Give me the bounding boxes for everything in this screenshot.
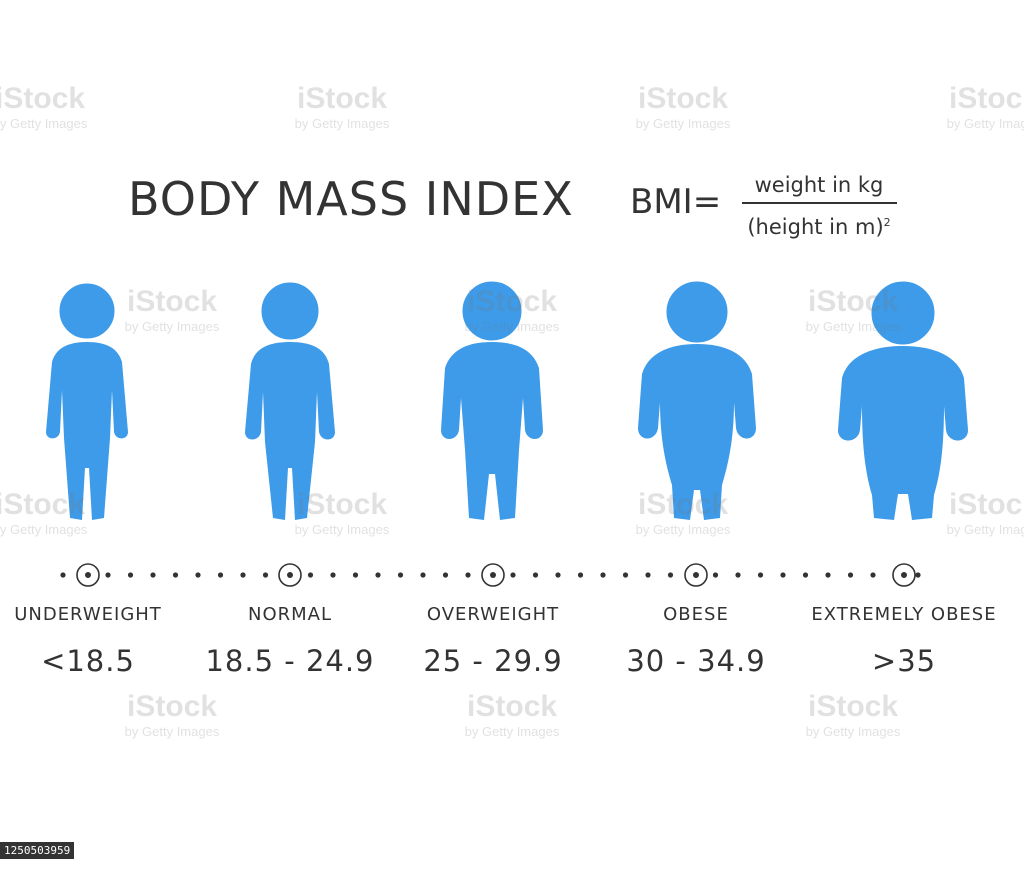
category-range: 30 - 34.9 xyxy=(626,644,766,678)
scale-dot xyxy=(150,572,156,578)
scale-dot xyxy=(510,572,516,578)
scale-dot xyxy=(262,572,269,578)
scale-marker-ring xyxy=(684,563,708,587)
fraction-bar xyxy=(741,202,897,204)
scale-dot xyxy=(375,572,381,578)
scale-dot xyxy=(105,572,111,578)
category-label: OVERWEIGHT xyxy=(426,604,560,625)
scale-dot xyxy=(195,572,201,578)
category-label: NORMAL xyxy=(247,604,332,625)
scale-dot xyxy=(870,572,876,578)
scale-dot xyxy=(172,572,179,578)
overweight-figure-icon xyxy=(441,280,543,520)
scale-marker-dot xyxy=(490,572,496,578)
formula-exponent: 2 xyxy=(883,216,891,229)
obese-figure-icon xyxy=(638,280,756,520)
formula-label: BMI= xyxy=(630,182,722,222)
scale-marker-dot xyxy=(85,572,91,578)
scale-dot xyxy=(735,572,741,578)
scale-marker-ring xyxy=(481,563,505,587)
scale-dot xyxy=(622,572,629,578)
scale-dot xyxy=(532,572,539,578)
category-range: 25 - 29.9 xyxy=(423,644,563,678)
normal-figure-icon xyxy=(245,280,335,520)
scale-dot xyxy=(802,572,809,578)
scale-dot xyxy=(240,572,246,578)
formula-fraction: weight in kg (height in m)2 xyxy=(734,170,904,239)
scale-dot xyxy=(442,572,449,578)
scale-dot xyxy=(60,572,66,578)
body-figures xyxy=(0,280,1024,525)
scale-dot xyxy=(465,572,471,578)
category-underweight: UNDERWEIGHT <18.5 xyxy=(0,604,198,678)
scale-marker-ring xyxy=(278,563,302,587)
category-obese: OBESE 30 - 34.9 xyxy=(586,604,806,678)
scale-dot xyxy=(127,572,134,578)
scale-marker-dot xyxy=(901,572,907,578)
category-label: UNDERWEIGHT xyxy=(14,604,162,625)
category-overweight: OVERWEIGHT 25 - 29.9 xyxy=(383,604,603,678)
scale-dot xyxy=(825,572,831,578)
scale-dot xyxy=(577,572,584,578)
category-normal: NORMAL 18.5 - 24.9 xyxy=(180,604,400,678)
underweight-figure-icon xyxy=(46,280,128,520)
scale-dot xyxy=(645,572,651,578)
scale-marker-dot xyxy=(287,572,293,578)
scale-dot xyxy=(712,572,719,578)
scale-dot xyxy=(915,572,921,578)
scale-dot xyxy=(600,572,606,578)
scale-dot xyxy=(667,572,674,578)
category-label: EXTREMELY OBESE xyxy=(811,604,997,625)
scale-dot xyxy=(420,572,426,578)
category-range: <18.5 xyxy=(41,644,135,678)
scale-dot xyxy=(352,572,359,578)
scale-dot xyxy=(397,572,404,578)
scale-dot xyxy=(555,572,561,578)
scale-dot xyxy=(757,572,764,578)
page-title: BODY MASS INDEX xyxy=(128,172,574,226)
formula-numerator: weight in kg xyxy=(754,173,884,197)
scale-dot xyxy=(330,572,336,578)
formula-denominator: (height in m)2 xyxy=(747,215,891,239)
bmi-scale-timeline xyxy=(60,563,921,587)
scale-dot xyxy=(217,572,224,578)
scale-dot xyxy=(847,572,854,578)
image-id-label: 1250503959 xyxy=(0,842,75,859)
scale-dot xyxy=(780,572,786,578)
extremely-obese-figure-icon xyxy=(838,280,968,520)
category-range: >35 xyxy=(871,644,937,678)
scale-dot xyxy=(307,572,314,578)
category-label: OBESE xyxy=(663,604,729,625)
category-extremely-obese: EXTREMELY OBESE >35 xyxy=(794,604,1014,678)
scale-marker-ring xyxy=(76,563,100,587)
scale-marker-dot xyxy=(693,572,699,578)
category-range: 18.5 - 24.9 xyxy=(205,644,375,678)
scale-marker-ring xyxy=(892,563,916,587)
